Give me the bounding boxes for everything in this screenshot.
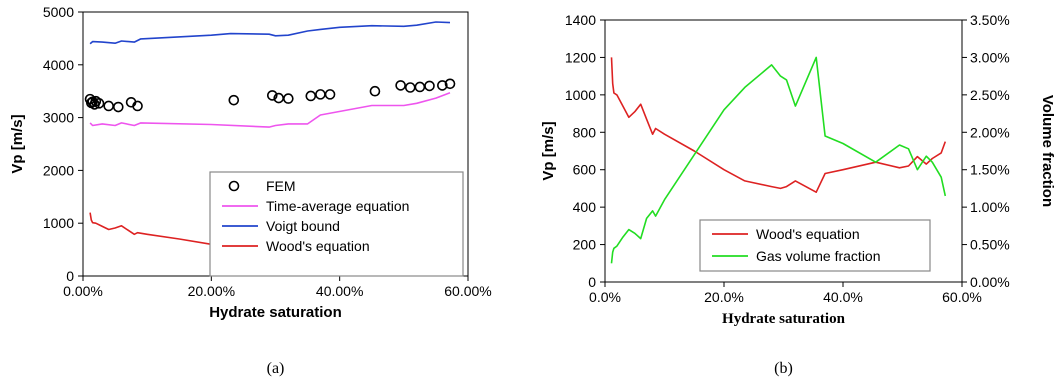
data-point	[395, 80, 406, 91]
chart-b: 0.0% 20.0% 40.0% 60.0% 0 200 400 600 800 1000 1200…	[540, 12, 1055, 377]
data-point	[228, 94, 240, 106]
y2-tick-label: 1.50%	[970, 162, 1010, 178]
caption: (a)	[267, 360, 285, 377]
y-tick-label: 0	[588, 274, 596, 290]
y-axis-label: Vp [m/s]	[9, 114, 26, 173]
y2-tick-label: 0.00%	[970, 274, 1010, 290]
data-point	[369, 85, 381, 97]
legend-label: FEM	[266, 178, 296, 194]
x-axis-label: Hydrate saturation	[722, 311, 846, 327]
y-tick-label: 400	[573, 199, 597, 215]
chart-a: 0.00% 20.00% 40.00% 60.00% 0 1000 2000 3000 4000…	[9, 4, 492, 377]
legend-label: Wood's equation	[266, 238, 370, 254]
data-point	[112, 101, 124, 113]
x-tick-label: 20.0%	[704, 289, 744, 305]
y2-tick-label: 0.50%	[970, 237, 1010, 253]
data-point	[266, 90, 278, 101]
y2-axis-label: Volume fraction	[1039, 95, 1055, 207]
data-point	[132, 100, 143, 112]
y2-tick-label: 1.00%	[970, 199, 1010, 215]
series-line	[89, 21, 451, 45]
series-gas-volume-fraction	[610, 56, 947, 264]
y-tick-label: 600	[573, 162, 597, 178]
legend-label: Time-average equation	[266, 198, 409, 214]
y-tick-label: 200	[573, 237, 597, 253]
data-point	[315, 89, 326, 100]
series-time-average-equation	[89, 92, 451, 128]
data-point	[324, 89, 336, 100]
x-tick-label: 40.00%	[316, 283, 363, 299]
y2-tick-label: 2.50%	[970, 87, 1010, 103]
legend-label: Gas volume fraction	[756, 248, 881, 264]
data-point	[404, 82, 416, 93]
legend-frame	[209, 171, 464, 277]
y2-tick-label: 3.00%	[970, 49, 1010, 65]
plot-frame	[604, 19, 963, 283]
y-tick-label: 1200	[565, 49, 596, 65]
data-point	[305, 90, 317, 102]
x-tick-label: 60.0%	[942, 289, 982, 305]
data-point	[444, 78, 456, 90]
y-axis-label: Vp [m/s]	[540, 121, 557, 180]
legend-label: Voigt bound	[266, 218, 340, 234]
data-point	[424, 80, 435, 92]
y2-tick-label: 3.50%	[970, 12, 1010, 28]
data-point	[283, 93, 294, 104]
data-point	[437, 80, 448, 91]
series-wood-s-equation	[610, 57, 947, 193]
x-axis-label: Hydrate saturation	[209, 304, 342, 321]
series-line	[610, 57, 947, 193]
x-tick-label: 20.00%	[188, 283, 235, 299]
y-tick-label: 1000	[565, 87, 596, 103]
y-tick-label: 3000	[43, 110, 74, 126]
legend: FEM Time-average equation Voigt bound Wood'…	[209, 171, 464, 277]
caption: (b)	[774, 360, 793, 377]
legend: Wood's equation Gas volume fraction	[699, 219, 931, 272]
legend-frame	[699, 219, 931, 272]
series-voigt-bound	[89, 21, 451, 45]
data-point	[103, 100, 114, 112]
series-fem	[84, 78, 456, 113]
x-tick-label: 60.00%	[444, 283, 491, 299]
series-line	[610, 56, 947, 264]
y-tick-label: 1000	[43, 215, 74, 231]
y-tick-label: 2000	[43, 162, 74, 178]
y2-tick-label: 2.00%	[970, 124, 1010, 140]
y-tick-label: 5000	[43, 4, 74, 20]
y-tick-label: 800	[573, 124, 597, 140]
y-tick-label: 0	[66, 268, 74, 284]
series-line	[89, 92, 451, 128]
data-point	[93, 98, 105, 109]
data-point	[414, 81, 426, 93]
y-tick-label: 4000	[43, 57, 74, 73]
x-tick-label: 0.0%	[589, 289, 621, 305]
x-tick-label: 40.0%	[823, 289, 863, 305]
y-tick-label: 1400	[565, 12, 596, 28]
legend-marker	[228, 180, 240, 192]
legend-label: Wood's equation	[756, 226, 860, 242]
x-tick-label: 0.00%	[63, 283, 103, 299]
